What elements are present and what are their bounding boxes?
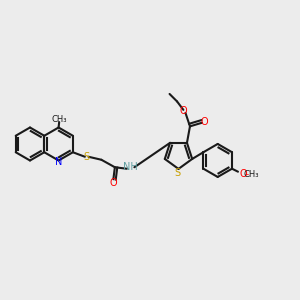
Text: S: S <box>174 167 180 178</box>
Text: NH: NH <box>123 162 138 172</box>
Text: O: O <box>201 117 208 127</box>
Text: O: O <box>110 178 117 188</box>
Text: O: O <box>179 106 187 116</box>
Text: CH₃: CH₃ <box>243 169 259 178</box>
Text: S: S <box>83 152 89 162</box>
Text: N: N <box>55 157 62 167</box>
Text: CH₃: CH₃ <box>52 116 67 124</box>
Text: O: O <box>239 169 247 179</box>
